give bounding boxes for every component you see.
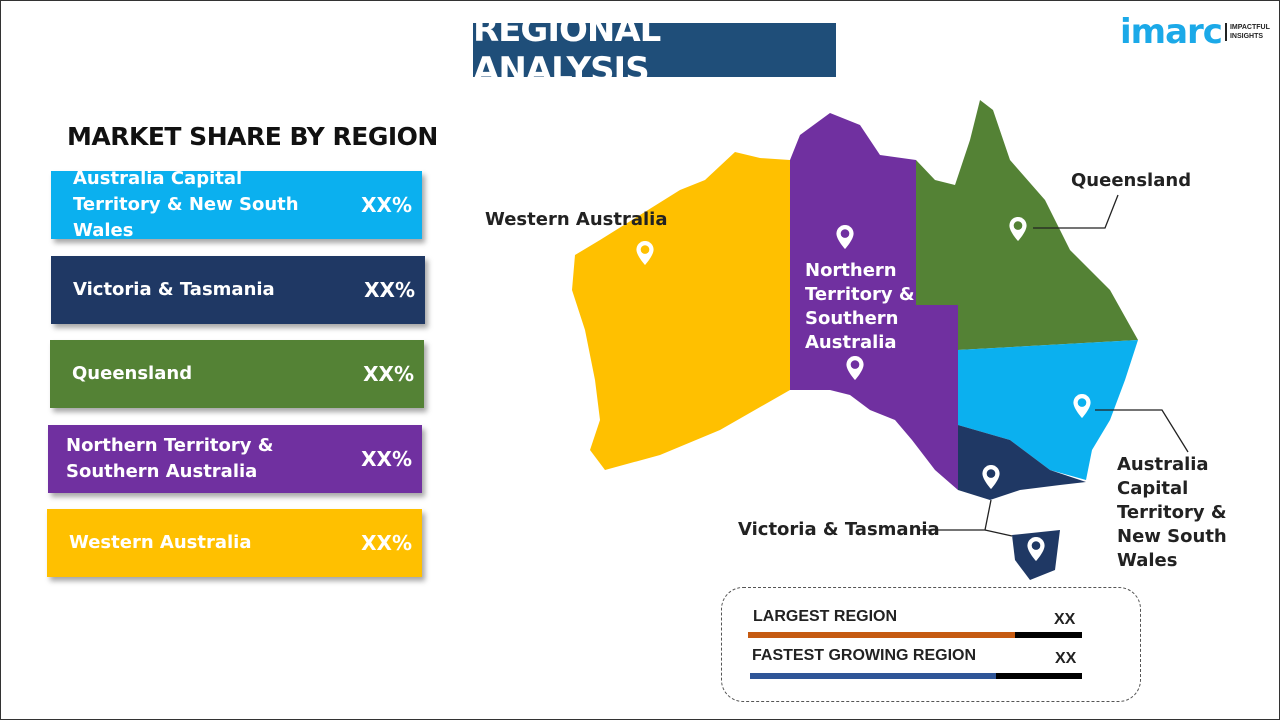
label-line: Australia — [1117, 454, 1209, 475]
logo-tagline: IMPACTFUL INSIGHTS — [1224, 23, 1270, 41]
region-name: Queensland — [72, 363, 193, 384]
label-nsw-act: Australia Capital Territory & New South … — [1117, 453, 1280, 573]
region-name: Western Australia — [69, 532, 252, 553]
region-value: XX% — [364, 278, 415, 302]
region-box-wa: Western Australia XX% — [47, 509, 422, 577]
stats-panel — [721, 587, 1141, 702]
region-nsw-act — [958, 340, 1138, 480]
fastest-region-label: FASTEST GROWING REGION — [752, 647, 977, 664]
region-box-vic: Victoria & Tasmania XX% — [51, 256, 425, 324]
label-northern-territory: Northern Territory & Southern Australia — [805, 259, 915, 355]
region-queensland — [916, 100, 1138, 350]
fastest-region-value: XX — [1055, 650, 1077, 667]
region-value: XX% — [361, 193, 412, 217]
label-line: Territory & — [805, 284, 915, 305]
region-name: Victoria & Tasmania — [73, 279, 275, 300]
leader-lines — [920, 194, 1189, 537]
region-box-nt: Northern Territory & Southern Australia X… — [48, 425, 422, 493]
label-line: Northern — [805, 260, 897, 281]
imarc-logo: imarc IMPACTFUL INSIGHTS — [1120, 12, 1270, 52]
tagline-2: INSIGHTS — [1229, 33, 1264, 40]
region-box-qld: Queensland XX% — [50, 340, 424, 408]
label-victoria-tasmania: Victoria & Tasmania — [738, 519, 940, 540]
largest-region-label: LARGEST REGION — [753, 608, 898, 625]
tagline-1: IMPACTFUL — [1229, 24, 1270, 31]
label-line: Southern — [805, 308, 899, 329]
label-queensland: Queensland — [1071, 170, 1192, 191]
region-value: XX% — [361, 531, 412, 555]
region-name: Northern Territory & Southern Australia — [66, 435, 274, 482]
region-name: Australia Capital Territory & New South … — [73, 168, 299, 241]
market-share-heading: MARKET SHARE BY REGION — [67, 122, 438, 151]
fastest-region-bar — [750, 673, 1082, 679]
region-value: XX% — [361, 447, 412, 471]
label-line: Capital Territory & — [1117, 478, 1227, 523]
largest-region-value: XX — [1054, 611, 1076, 628]
region-western-australia — [572, 152, 790, 470]
label-line: New South Wales — [1117, 526, 1227, 571]
logo-word: imarc — [1120, 12, 1223, 52]
region-value: XX% — [363, 362, 414, 386]
region-box-nsw: Australia Capital Territory & New South … — [51, 168, 422, 241]
label-western-australia: Western Australia — [485, 209, 668, 230]
largest-region-bar — [748, 632, 1082, 638]
label-line: Australia — [805, 332, 897, 353]
